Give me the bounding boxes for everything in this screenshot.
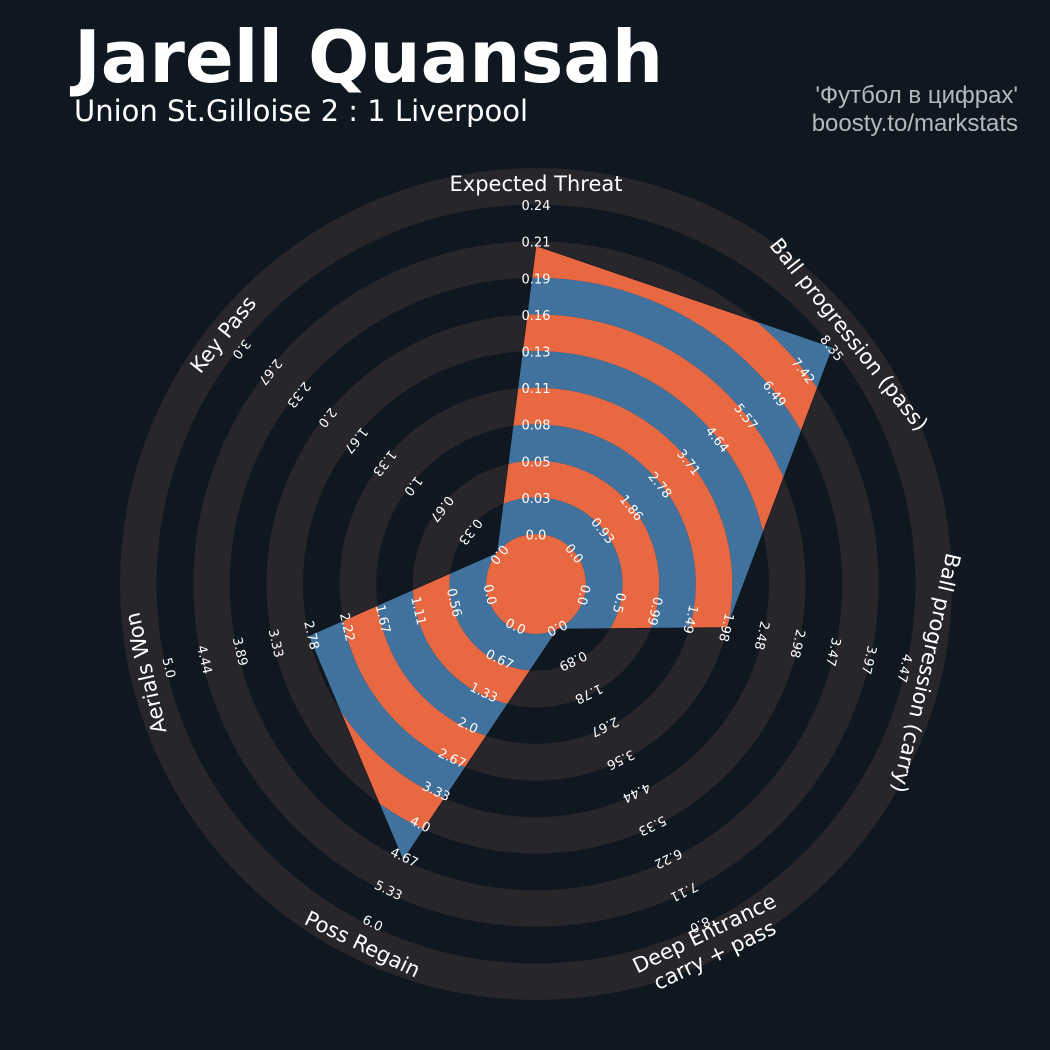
tick-label: 2.22 xyxy=(336,612,357,644)
tick-label: 0.99 xyxy=(644,595,665,627)
tick-label: 0.21 xyxy=(522,236,551,251)
tick-label: 0.56 xyxy=(443,587,464,619)
tick-label: 2.48 xyxy=(751,620,772,652)
tick-label: 0.16 xyxy=(522,309,551,324)
parameter-label: Expected Threat xyxy=(450,172,623,196)
radar-polygon xyxy=(308,245,833,861)
tick-label: 3.33 xyxy=(265,628,286,660)
tick-label: 0.0 xyxy=(573,583,592,607)
credit-line-2: boosty.to/markstats xyxy=(811,110,1018,137)
fill-ring xyxy=(308,245,833,861)
tick-label: 2.78 xyxy=(300,620,321,652)
tick-label: 1.98 xyxy=(715,612,736,644)
tick-label: 0.0 xyxy=(526,529,547,544)
credit-line-1: 'Футбол в цифрах' xyxy=(815,82,1018,109)
tick-label: 2.98 xyxy=(786,628,807,660)
player-name-title: Jarell Quansah xyxy=(74,15,664,99)
tick-label: 3.47 xyxy=(822,636,843,668)
tick-label: 0.0 xyxy=(480,583,499,607)
tick-label: 0.24 xyxy=(522,199,551,214)
fill-core xyxy=(486,534,586,634)
tick-label: 5.0 xyxy=(158,656,177,680)
tick-label: 0.19 xyxy=(522,272,551,287)
tick-label: 3.97 xyxy=(858,644,879,676)
tick-label: 4.44 xyxy=(193,644,214,676)
tick-label: 0.5 xyxy=(609,591,628,615)
tick-label: 0.08 xyxy=(522,419,551,434)
tick-label: 0.11 xyxy=(522,382,551,397)
tick-label: 3.89 xyxy=(229,636,250,668)
match-subtitle: Union St.Gilloise 2 : 1 Liverpool xyxy=(74,94,529,128)
fill-ring xyxy=(449,497,623,671)
tick-label: 0.13 xyxy=(522,346,551,361)
tick-label: 0.05 xyxy=(522,455,551,470)
tick-label: 1.49 xyxy=(679,603,700,635)
tick-label: 4.47 xyxy=(893,652,914,684)
tick-label: 1.67 xyxy=(372,603,393,635)
tick-label: 0.03 xyxy=(522,492,551,507)
tick-label: 1.11 xyxy=(407,595,428,627)
credits: 'Футбол в цифрах' boosty.to/markstats xyxy=(812,82,1018,138)
